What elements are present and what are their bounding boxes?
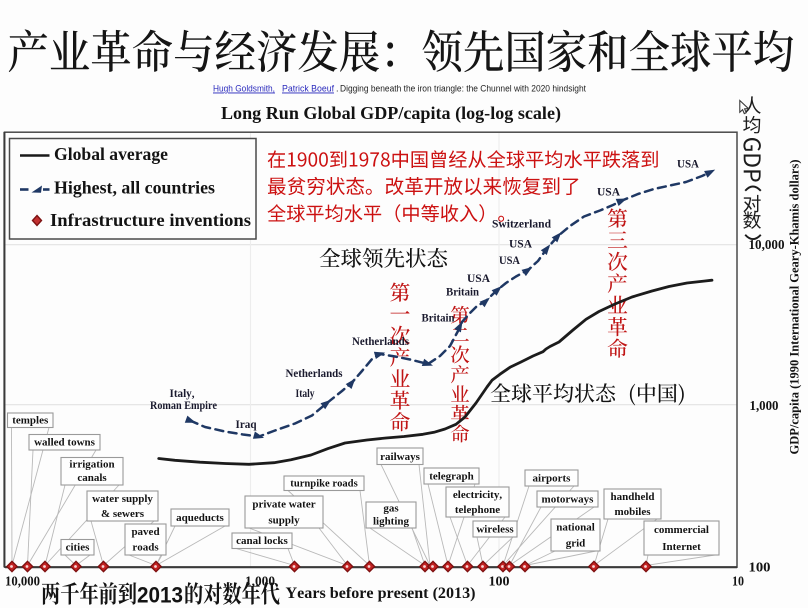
- svg-text:100: 100: [749, 560, 771, 575]
- svg-text:motorways: motorways: [542, 494, 595, 506]
- svg-text:paved: paved: [131, 526, 159, 538]
- svg-text:aqueducts: aqueducts: [176, 512, 224, 524]
- svg-text:Switzerland: Switzerland: [492, 219, 552, 231]
- svg-text:canals: canals: [77, 472, 107, 484]
- svg-text:10,000: 10,000: [5, 574, 40, 589]
- svg-text:USA: USA: [467, 273, 490, 285]
- svg-text:100: 100: [489, 574, 510, 589]
- svg-text:water supply: water supply: [92, 493, 153, 505]
- svg-text:private water: private water: [252, 499, 315, 511]
- svg-text:Years before present (2013): Years before present (2013): [286, 585, 476, 602]
- svg-text:.: .: [336, 84, 339, 94]
- svg-text:Netherlands: Netherlands: [286, 368, 344, 380]
- svg-text:turnpike roads: turnpike roads: [290, 478, 357, 489]
- svg-text:grid: grid: [566, 538, 586, 550]
- svg-text:Italy,: Italy,: [170, 388, 195, 400]
- svg-text:supply: supply: [268, 515, 300, 527]
- svg-text:temples: temples: [12, 414, 49, 426]
- svg-text:Britain: Britain: [422, 313, 456, 325]
- svg-text:Netherlands: Netherlands: [352, 336, 410, 348]
- svg-text:Long Run Global GDP/capita (lo: Long Run Global GDP/capita (log-log scal…: [221, 103, 561, 124]
- svg-text:national: national: [556, 522, 595, 534]
- svg-text:Hugh Goldsmith,: Hugh Goldsmith,: [213, 84, 275, 94]
- svg-text:10: 10: [732, 574, 744, 589]
- svg-text:1,000: 1,000: [245, 574, 275, 589]
- svg-text:irrigation: irrigation: [69, 458, 114, 470]
- svg-text:USA: USA: [677, 159, 699, 171]
- svg-text:Infrastructure inventions: Infrastructure inventions: [50, 210, 251, 230]
- svg-text:lighting: lighting: [373, 515, 410, 527]
- svg-text:railways: railways: [380, 451, 420, 463]
- svg-text:commercial: commercial: [654, 524, 709, 536]
- svg-text:2013: 2013: [137, 583, 183, 608]
- svg-text:Patrick Boeuf: Patrick Boeuf: [282, 84, 334, 94]
- svg-text:cities: cities: [66, 542, 91, 554]
- svg-text:USA: USA: [499, 255, 520, 267]
- svg-text:mobiles: mobiles: [614, 506, 651, 518]
- svg-text:Digging beneath the iron trian: Digging beneath the iron triangle: the C…: [340, 84, 587, 94]
- svg-text:telephone: telephone: [455, 504, 500, 516]
- svg-text:Roman Empire: Roman Empire: [150, 400, 217, 412]
- svg-text:canal locks: canal locks: [236, 535, 288, 547]
- svg-text:wireless: wireless: [476, 524, 514, 536]
- svg-text:gas: gas: [383, 502, 399, 514]
- svg-text:& sewers: & sewers: [101, 508, 145, 520]
- svg-text:USA: USA: [597, 187, 620, 199]
- svg-text:GDP/capita (1990 International: GDP/capita (1990 International Geary-Kha…: [788, 160, 802, 455]
- svg-text:handheld: handheld: [610, 491, 654, 503]
- svg-text:1,000: 1,000: [750, 398, 779, 413]
- svg-text:10,000: 10,000: [749, 237, 785, 252]
- svg-text:telegraph: telegraph: [429, 471, 474, 483]
- svg-text:Britain: Britain: [446, 287, 480, 299]
- svg-text:Iraq: Iraq: [236, 419, 258, 431]
- svg-text:Internet: Internet: [662, 541, 701, 553]
- svg-text:airports: airports: [533, 473, 572, 485]
- svg-text:Highest, all countries: Highest, all countries: [54, 178, 215, 198]
- svg-text:Global average: Global average: [54, 144, 168, 164]
- svg-text:electricity,: electricity,: [453, 489, 502, 501]
- svg-text:Italy: Italy: [296, 388, 315, 400]
- svg-text:USA: USA: [509, 239, 532, 251]
- svg-text:roads: roads: [132, 542, 159, 554]
- svg-text:walled towns: walled towns: [34, 437, 96, 449]
